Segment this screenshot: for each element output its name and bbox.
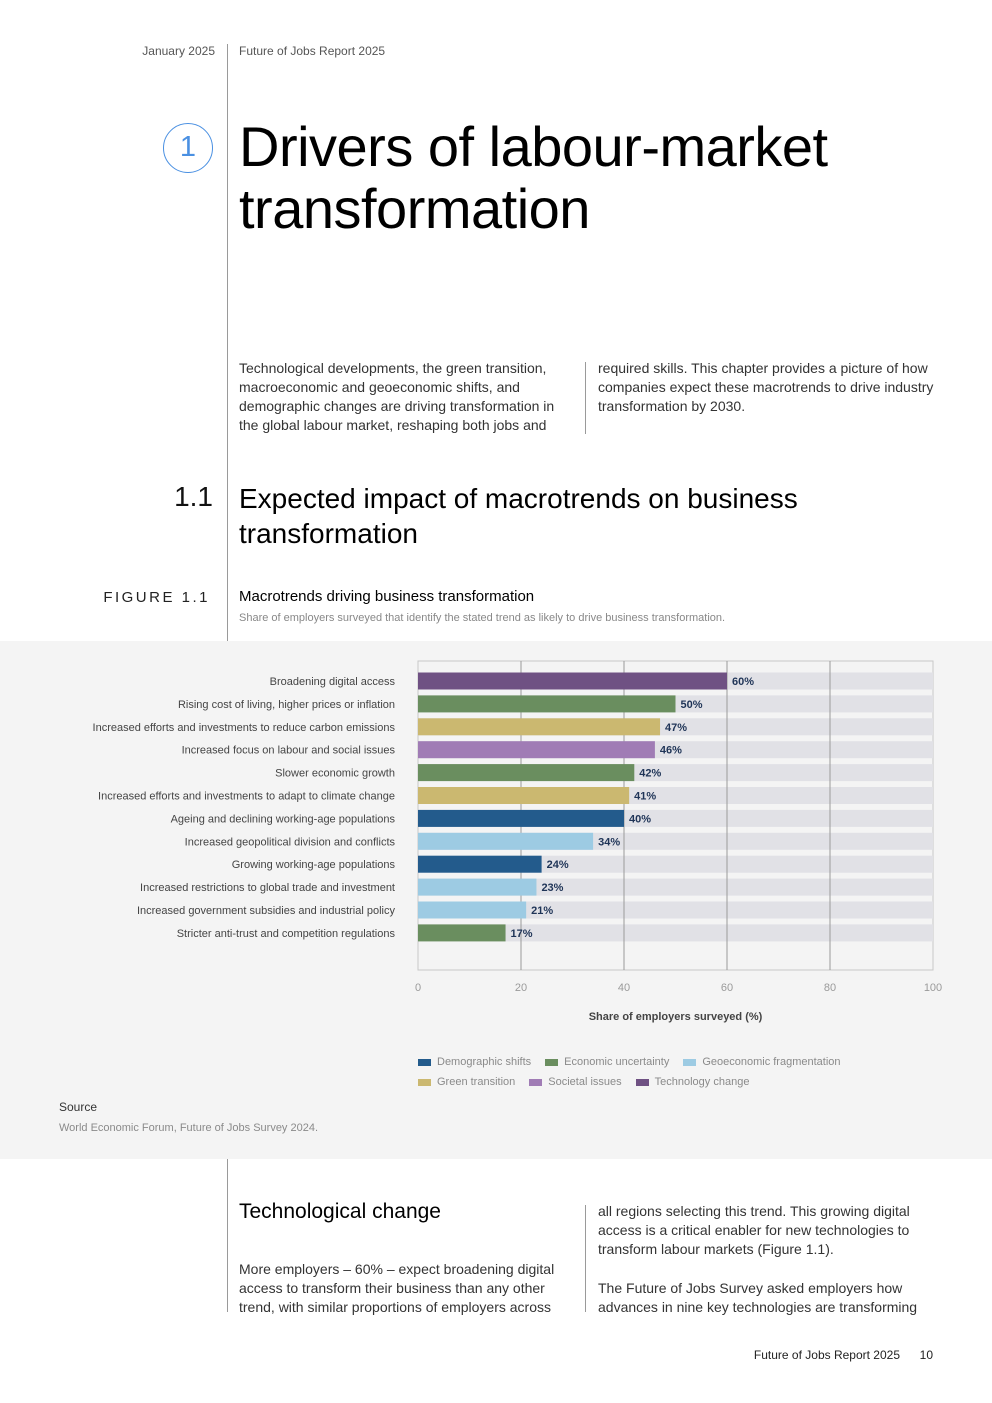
category-label: Increased efforts and investments to ada… [98, 791, 395, 803]
x-axis-title: Share of employers surveyed (%) [589, 1011, 763, 1023]
bar-value-label: 40% [629, 813, 651, 825]
footer-report-title: Future of Jobs Report 2025 [753, 1348, 900, 1362]
chart-legend: Demographic shifts Economic uncertainty Ge… [418, 1052, 938, 1092]
category-label: Increased restrictions to global trade a… [140, 882, 395, 894]
bar-value-label: 17% [511, 928, 533, 940]
left-rule-top [227, 44, 228, 641]
bar-value-label: 47% [665, 722, 687, 734]
figure-subtitle: Share of employers surveyed that identif… [239, 612, 726, 624]
legend-item: Societal issues [529, 1072, 622, 1092]
section-number: 1.1 [174, 481, 213, 512]
legend-swatch [683, 1058, 697, 1066]
bar-value-label: 41% [634, 791, 656, 803]
bar [418, 832, 594, 850]
legend-swatch [418, 1058, 431, 1066]
legend-swatch [418, 1078, 431, 1086]
legend-item: Green transition [418, 1072, 515, 1092]
source-text: World Economic Forum, Future of Jobs Sur… [59, 1122, 319, 1134]
page-number: 10 [919, 1348, 933, 1362]
category-label: Growing working-age populations [232, 859, 396, 871]
legend-swatch [529, 1078, 543, 1086]
subsection-body-left: More employers – 60% – expect broadening… [239, 1261, 555, 1315]
legend-swatch [635, 1078, 649, 1086]
legend-label: Green transition [437, 1076, 516, 1088]
intro-column-rule [585, 362, 586, 434]
intro-right-column: required skills. This chapter provides a… [598, 360, 934, 414]
category-label: Slower economic growth [275, 768, 395, 780]
subsection-body-right-2: The Future of Jobs Survey asked employer… [598, 1280, 918, 1315]
source-heading: Source [59, 1100, 98, 1114]
category-label: Stricter anti-trust and competition regu… [177, 928, 396, 940]
bar-value-label: 21% [531, 905, 553, 917]
bar-value-label: 24% [547, 859, 569, 871]
bar [418, 741, 655, 759]
x-tick-label: 20 [515, 982, 527, 994]
bar-track [418, 878, 933, 896]
legend-item: Demographic shifts [418, 1052, 531, 1072]
legend-swatch [545, 1058, 559, 1066]
bar [418, 924, 506, 942]
x-tick-label: 40 [618, 982, 630, 994]
bar [418, 878, 537, 896]
bar-track [418, 924, 933, 942]
legend-label: Economic uncertainty [564, 1056, 670, 1068]
subsection-title: Technological change [239, 1200, 441, 1223]
x-tick-label: 60 [721, 982, 733, 994]
intro-left-column: Technological developments, the green tr… [239, 360, 555, 433]
bar-track [418, 855, 933, 873]
chapter-number-badge: 1 [163, 123, 213, 173]
bar-value-label: 50% [681, 699, 703, 711]
legend-item: Technology change [635, 1072, 750, 1092]
legend-item: Geoeconomic fragmentation [683, 1052, 841, 1072]
category-label: Broadening digital access [270, 676, 396, 688]
x-tick-label: 80 [824, 982, 836, 994]
subsection-body-right-1: all regions selecting this trend. This g… [598, 1203, 910, 1257]
x-tick-label: 0 [415, 982, 421, 994]
bar [418, 764, 635, 782]
figure-label: FIGURE 1.1 [103, 589, 210, 606]
bar [418, 901, 527, 919]
category-label: Increased focus on labour and social iss… [182, 745, 396, 757]
left-rule-bottom [227, 1159, 228, 1312]
legend-label: Geoeconomic fragmentation [702, 1056, 841, 1068]
bar [418, 695, 676, 713]
category-label: Increased government subsidies and indus… [137, 905, 396, 917]
legend-item: Economic uncertainty [545, 1052, 669, 1072]
header-report-title: Future of Jobs Report 2025 [239, 44, 386, 58]
legend-label: Demographic shifts [437, 1056, 532, 1068]
bar [418, 672, 727, 690]
legend-label: Societal issues [548, 1076, 622, 1088]
bar-value-label: 46% [660, 745, 682, 757]
bar-track [418, 901, 933, 919]
x-tick-label: 100 [924, 982, 942, 994]
bar-value-label: 23% [541, 882, 563, 894]
body-column-rule [585, 1205, 586, 1312]
bar-value-label: 42% [639, 768, 661, 780]
bar [418, 809, 624, 827]
header-date: January 2025 [142, 44, 215, 58]
macrotrends-bar-chart: 60% Broadening digital access 50% Rising co… [93, 660, 942, 1023]
category-label: Increased geopolitical division and conf… [185, 836, 396, 848]
bar [418, 718, 661, 736]
legend-label: Technology change [654, 1076, 750, 1088]
bar [418, 855, 542, 873]
category-label: Increased efforts and investments to red… [93, 722, 396, 734]
bar-value-label: 34% [598, 836, 620, 848]
bar [418, 787, 630, 804]
chapter-title: Drivers of labour-market transformation [239, 115, 828, 240]
section-title: Expected impact of macrotrends on busine… [239, 483, 798, 549]
figure-title: Macrotrends driving business transformat… [239, 588, 535, 605]
bar-value-label: 60% [732, 676, 754, 688]
category-label: Rising cost of living, higher prices or … [178, 699, 395, 711]
category-label: Ageing and declining working-age populat… [171, 813, 396, 825]
